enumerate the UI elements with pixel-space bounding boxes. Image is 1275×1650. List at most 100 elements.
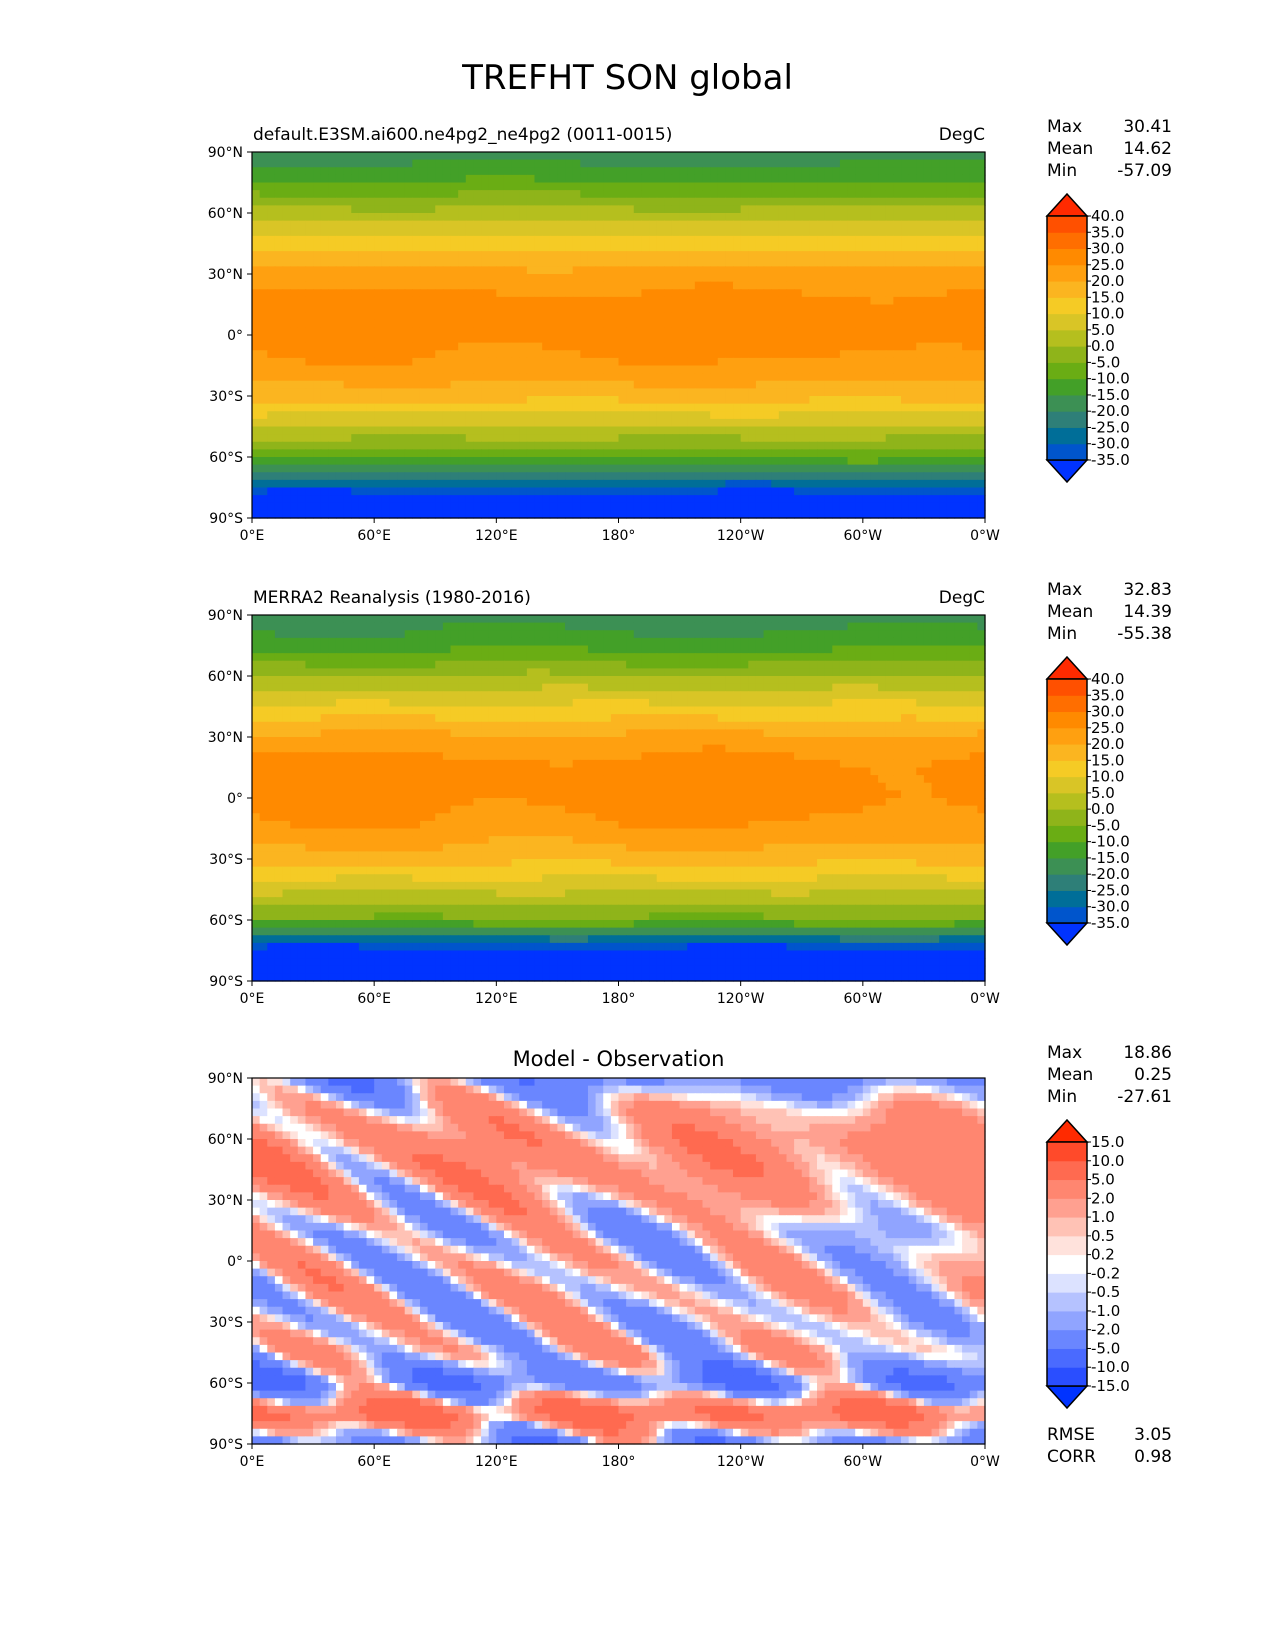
map-cell <box>847 159 856 168</box>
map-cell <box>786 197 795 206</box>
map-cell <box>725 403 734 412</box>
map-cell <box>626 396 635 405</box>
map-cell <box>267 357 276 367</box>
map-cell <box>946 457 956 466</box>
map-cell <box>855 342 864 351</box>
map-cell <box>351 388 360 397</box>
map-cell <box>435 502 444 511</box>
map-cell <box>290 152 299 161</box>
map-cell <box>274 495 284 504</box>
map-cell <box>641 426 650 435</box>
map-cell <box>809 365 818 374</box>
map-cell <box>511 357 520 367</box>
map-cell <box>931 365 940 374</box>
map-cell <box>649 464 658 473</box>
map-cell <box>794 327 803 336</box>
map-cell <box>862 457 872 466</box>
map-cell <box>824 159 833 168</box>
map-cell <box>419 182 429 191</box>
map-cell <box>878 335 887 344</box>
map-cell <box>694 167 704 176</box>
map-cell <box>542 220 551 229</box>
map-cell <box>397 152 406 161</box>
map-cell <box>343 472 352 481</box>
map-cell <box>954 411 963 420</box>
map-cell <box>274 342 284 351</box>
map-cell <box>778 510 788 519</box>
map-cell <box>885 350 894 359</box>
map-cell <box>916 373 925 382</box>
map-cell <box>450 472 459 481</box>
map-cell <box>847 304 856 313</box>
map-cell <box>733 426 742 435</box>
map-cell <box>839 251 849 260</box>
map-cell <box>351 174 360 184</box>
map-cell <box>778 213 788 222</box>
map-cell <box>397 159 406 168</box>
map-cell <box>557 190 566 199</box>
map-cell <box>923 464 933 473</box>
map-cell <box>847 487 856 496</box>
map-cell <box>595 380 604 389</box>
map-cell <box>572 441 581 450</box>
map-cell <box>565 342 574 351</box>
map-cell <box>679 251 688 260</box>
map-cell <box>427 449 436 458</box>
map-cell <box>939 479 948 489</box>
map-cell <box>786 319 795 328</box>
map-cell <box>885 630 894 639</box>
map-cell <box>297 630 307 639</box>
map-cell <box>488 274 497 283</box>
map-cell <box>511 235 520 245</box>
map-cell <box>305 622 314 631</box>
map-cell <box>297 327 307 336</box>
map-cell <box>320 159 329 168</box>
lon-tick-label: 60°E <box>357 528 391 544</box>
map-cell <box>954 388 963 397</box>
map-cell <box>901 418 910 428</box>
map-cell <box>313 434 322 443</box>
map-cell <box>442 365 452 374</box>
map-cell <box>847 622 856 631</box>
map-cell <box>557 296 566 306</box>
map-cell <box>771 373 780 382</box>
map-cell <box>427 487 436 496</box>
map-cell <box>519 205 528 214</box>
map-cell <box>503 281 513 290</box>
map-cell <box>626 274 635 283</box>
map-cell <box>282 319 291 328</box>
map-cell <box>649 266 658 275</box>
map-cell <box>595 289 604 298</box>
map-cell <box>763 495 772 504</box>
map-cell <box>862 167 872 176</box>
map-cell <box>740 457 749 466</box>
map-cell <box>748 235 757 245</box>
map-cell <box>542 281 551 290</box>
map-cell <box>908 159 917 168</box>
map-cell <box>740 487 749 496</box>
map-cell <box>290 235 299 245</box>
map-cell <box>252 197 261 206</box>
map-cell <box>335 426 345 435</box>
map-cell <box>916 464 925 473</box>
map-cell <box>626 296 635 306</box>
map-cell <box>290 228 299 237</box>
map-cell <box>977 159 986 168</box>
map-cell <box>771 335 780 344</box>
map-cell <box>343 243 352 252</box>
map-cell <box>901 457 910 466</box>
map-cell <box>786 228 795 237</box>
map-cell <box>656 418 665 428</box>
map-cell <box>297 403 307 412</box>
map-cell <box>725 388 734 397</box>
map-cell <box>939 403 948 412</box>
map-cell <box>939 380 948 389</box>
map-cell <box>755 220 765 229</box>
map-cell <box>389 434 398 443</box>
map-cell <box>687 630 696 639</box>
map-cell <box>908 289 917 298</box>
map-cell <box>679 342 688 351</box>
map-cell <box>587 319 597 328</box>
map-cell <box>763 258 772 267</box>
map-cell <box>557 182 566 191</box>
